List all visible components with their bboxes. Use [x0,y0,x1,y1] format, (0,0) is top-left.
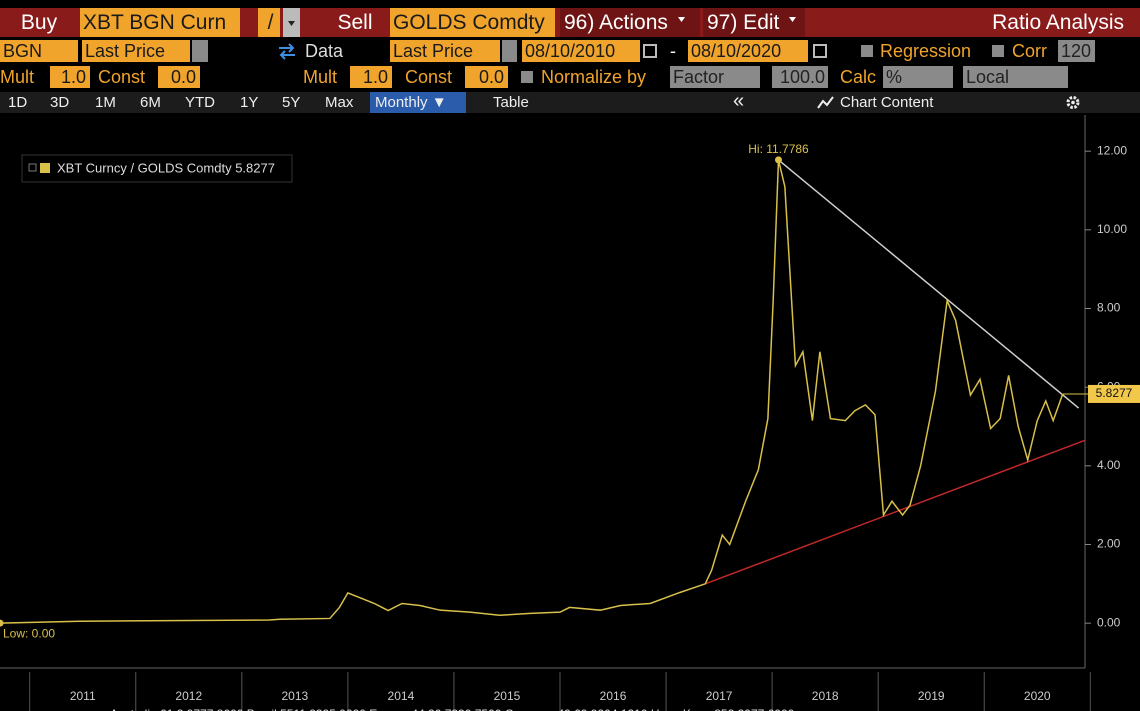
x-tick-label: 2017 [706,689,733,703]
y-tick-label: 2.00 [1097,537,1121,551]
field-1[interactable]: Last Price [82,40,190,62]
date-separator: - [670,41,676,61]
normalize-checkbox[interactable] [521,71,533,83]
source-field[interactable]: BGN [0,40,78,62]
trendline [705,439,1086,585]
legend-toggle[interactable] [28,163,37,172]
x-tick-label: 2016 [600,689,627,703]
period-button[interactable]: 5Y [282,94,301,111]
buy-button[interactable]: Buy [20,11,58,34]
hi-label: Hi: 11.7786 [748,142,809,156]
period-button[interactable]: 1D [8,94,28,111]
hi-marker [774,156,782,164]
const-input[interactable]: 0.0 [158,66,200,88]
legend-box [21,154,293,183]
x-tick-label: 2014 [388,689,415,703]
period-button[interactable]: YTD [185,94,215,111]
x-tick-label: 2018 [812,689,839,703]
calendar-icon[interactable] [813,44,827,58]
field-2-dropdown[interactable] [502,40,517,62]
x-tick-label: 2012 [175,689,202,703]
security-1[interactable]: XBT BGN Curn [80,8,240,37]
y-tick-label: 10.00 [1097,222,1127,236]
currency[interactable]: Local [963,66,1068,88]
normalize-value[interactable]: 100.0 [772,66,828,88]
period-button[interactable]: 6M [140,94,161,111]
corr-label: Corr [1012,41,1047,61]
period-button[interactable]: 1Y [240,94,259,111]
swap-icon[interactable] [275,40,299,62]
legend-label: XBT Curncy / GOLDS Comdty 5.8277 [57,160,275,175]
settings-icon[interactable] [1064,92,1082,113]
operator-dropdown[interactable] [283,8,300,37]
security-2[interactable]: GOLDS Comdty [390,8,555,37]
period-button[interactable]: 1M [95,94,116,111]
legend-swatch [40,163,50,173]
low-label: Low: 0.00 [3,626,55,640]
period-bar [0,92,1140,113]
actions-label: 96) Actions [564,11,668,34]
end-date[interactable]: 08/10/2020 [688,40,808,62]
collapse-button[interactable]: « [733,90,745,112]
edit-menu[interactable]: 97) Edit [703,8,805,37]
edit-label: 97) Edit [707,11,780,34]
const-input[interactable]: 0.0 [465,66,508,88]
period-button[interactable]: Max [325,94,354,111]
data-label: Data [305,41,344,61]
start-date[interactable]: 08/10/2010 [522,40,640,62]
calendar-icon[interactable] [643,44,657,58]
const-label: Const [405,67,453,87]
y-tick-label: 0.00 [1097,615,1121,629]
calc-label: Calc [840,67,877,87]
y-tick-label: 8.00 [1097,301,1121,315]
period-button[interactable]: 3D [50,94,70,111]
regression-checkbox[interactable] [861,45,873,57]
function-title: Ratio Analysis [992,11,1124,34]
sell-button[interactable]: Sell [337,11,373,34]
normalize-label: Normalize by [541,67,647,87]
x-tick-label: 2013 [281,689,308,703]
mult-label: Mult [303,67,338,87]
last-value-label: 5.8277 [1096,386,1133,400]
x-tick-label: 2019 [918,689,945,703]
x-tick-label: 2015 [494,689,521,703]
x-tick-label: 2011 [70,689,96,703]
footer: Australia 61 2 9777 8600 Brazil 5511 239… [110,707,795,711]
normalize-mode[interactable]: Factor [670,66,760,88]
chart-icon [816,92,836,113]
corr-window[interactable]: 120 [1058,40,1095,62]
regression-label: Regression [880,41,972,61]
trendline [778,159,1080,409]
low-marker [0,619,4,627]
mult-label: Mult [0,67,35,87]
field-1-dropdown[interactable] [192,40,208,62]
mult-input[interactable]: 1.0 [350,66,392,88]
y-tick-label: 12.00 [1097,143,1127,157]
field-2[interactable]: Last Price [390,40,500,62]
chart-content-button[interactable]: Chart Content [840,94,934,111]
table-button[interactable]: Table [493,94,529,111]
series-line [0,159,1064,624]
mult-input[interactable]: 1.0 [50,66,90,88]
calc-mode[interactable]: % [883,66,953,88]
const-label: Const [98,67,146,87]
y-tick-label: 4.00 [1097,458,1121,472]
corr-checkbox[interactable] [992,45,1004,57]
frequency-button[interactable]: Monthly ▼ [370,92,466,113]
operator[interactable]: / [258,8,280,37]
x-tick-label: 2020 [1024,689,1051,703]
actions-menu[interactable]: 96) Actions [560,8,700,37]
last-value-box [1088,384,1140,403]
